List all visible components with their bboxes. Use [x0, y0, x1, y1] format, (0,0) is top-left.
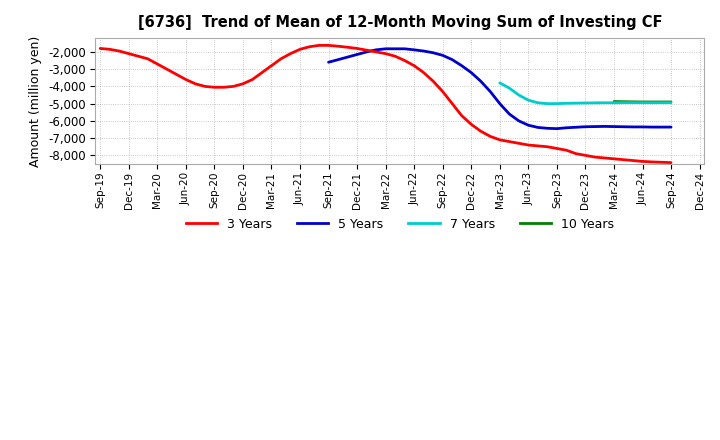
3 Years — [229, 84, 238, 89]
3 Years — [448, 101, 456, 106]
Legend: 3 Years, 5 Years, 7 Years, 10 Years: 3 Years, 5 Years, 7 Years, 10 Years — [181, 213, 619, 236]
Title: [6736]  Trend of Mean of 12-Month Moving Sum of Investing CF: [6736] Trend of Mean of 12-Month Moving … — [138, 15, 662, 30]
10 Years — [667, 99, 675, 104]
5 Years — [534, 125, 542, 130]
3 Years — [96, 46, 104, 51]
7 Years — [657, 100, 666, 105]
5 Years — [382, 46, 390, 51]
7 Years — [648, 100, 657, 105]
10 Years — [610, 99, 618, 104]
5 Years — [552, 126, 561, 131]
7 Years — [638, 100, 647, 105]
5 Years — [400, 46, 409, 51]
Line: 7 Years: 7 Years — [500, 83, 671, 104]
3 Years — [315, 43, 323, 48]
5 Years — [448, 57, 456, 62]
7 Years — [524, 98, 533, 103]
7 Years — [543, 101, 552, 106]
5 Years — [515, 118, 523, 124]
3 Years — [667, 160, 675, 165]
5 Years — [505, 111, 513, 117]
Line: 3 Years: 3 Years — [100, 45, 671, 163]
5 Years — [562, 125, 571, 130]
5 Years — [372, 47, 380, 52]
5 Years — [629, 124, 637, 129]
5 Years — [619, 124, 628, 129]
7 Years — [600, 100, 609, 106]
7 Years — [667, 100, 675, 105]
5 Years — [638, 124, 647, 129]
7 Years — [629, 100, 637, 105]
5 Years — [524, 123, 533, 128]
3 Years — [410, 63, 418, 68]
5 Years — [477, 79, 485, 84]
10 Years — [619, 99, 628, 104]
5 Years — [667, 125, 675, 130]
5 Years — [429, 50, 438, 55]
5 Years — [353, 52, 361, 57]
5 Years — [543, 126, 552, 131]
5 Years — [610, 124, 618, 129]
5 Years — [334, 57, 343, 62]
7 Years — [552, 101, 561, 106]
5 Years — [657, 125, 666, 130]
7 Years — [572, 100, 580, 106]
7 Years — [581, 100, 590, 106]
5 Years — [495, 101, 504, 106]
5 Years — [467, 70, 476, 75]
5 Years — [391, 46, 400, 51]
10 Years — [629, 99, 637, 104]
3 Years — [296, 47, 305, 52]
Line: 5 Years: 5 Years — [328, 49, 671, 128]
10 Years — [648, 99, 657, 104]
5 Years — [419, 48, 428, 54]
5 Years — [486, 89, 495, 94]
10 Years — [657, 99, 666, 104]
5 Years — [590, 124, 599, 129]
5 Years — [648, 125, 657, 130]
7 Years — [562, 101, 571, 106]
7 Years — [505, 85, 513, 91]
5 Years — [343, 55, 352, 60]
10 Years — [638, 99, 647, 104]
3 Years — [600, 155, 609, 161]
5 Years — [438, 53, 447, 58]
5 Years — [457, 63, 466, 68]
7 Years — [534, 100, 542, 106]
5 Years — [572, 125, 580, 130]
5 Years — [581, 124, 590, 129]
7 Years — [610, 100, 618, 106]
5 Years — [362, 49, 371, 55]
7 Years — [515, 92, 523, 98]
7 Years — [495, 81, 504, 86]
Y-axis label: Amount (million yen): Amount (million yen) — [30, 36, 42, 167]
5 Years — [600, 124, 609, 129]
7 Years — [590, 100, 599, 106]
7 Years — [619, 100, 628, 105]
3 Years — [210, 84, 219, 90]
5 Years — [324, 59, 333, 65]
5 Years — [410, 47, 418, 52]
